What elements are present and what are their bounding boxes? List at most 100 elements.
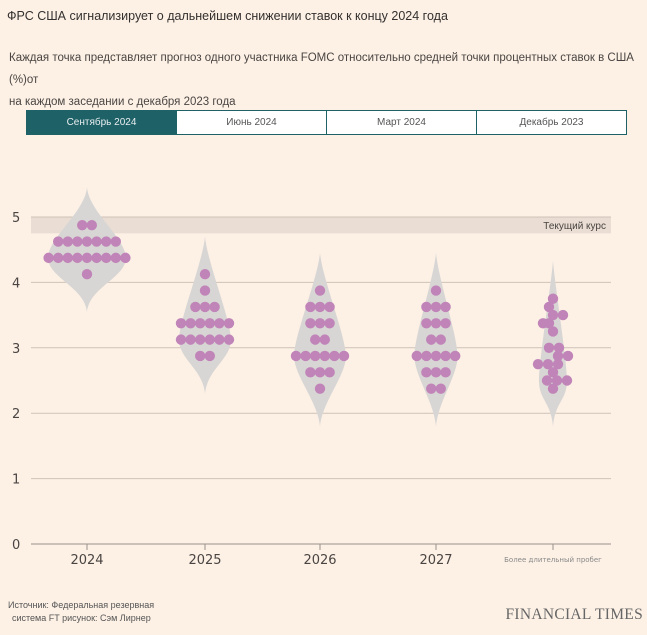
violin-Более длительный пробег [539, 260, 567, 427]
dot-2026 [324, 367, 335, 378]
dot-2024 [91, 252, 102, 264]
x-tick-label: 2027 [419, 553, 452, 568]
dot-2026 [324, 301, 335, 313]
dot-2025 [195, 334, 206, 345]
source-note: Источник: Федеральная резервная система … [8, 599, 154, 625]
dot-2026 [314, 301, 326, 313]
dot-2024 [72, 252, 83, 264]
dot-longer-run [543, 301, 555, 313]
dot-2024 [62, 236, 73, 247]
y-tick-label: 0 [12, 538, 20, 553]
dot-2025 [223, 334, 235, 345]
dot-longer-run [552, 350, 564, 362]
y-tick-label: 2 [12, 407, 20, 422]
dot-2024 [110, 252, 122, 264]
dot-2024 [110, 236, 122, 247]
dot-2025 [185, 318, 196, 329]
dot-2027 [450, 350, 461, 362]
dot-2025 [204, 318, 215, 329]
dot-2027 [430, 367, 442, 378]
dot-2027 [430, 301, 442, 313]
dot-longer-run [541, 375, 553, 386]
dot-longer-run [547, 326, 559, 337]
dot-2024 [86, 219, 98, 231]
dot-2024 [77, 219, 88, 231]
dot-longer-run [547, 383, 559, 394]
tab-march-2024[interactable]: Март 2024 [326, 111, 476, 134]
dot-longer-run [557, 309, 569, 321]
dot-2026 [324, 318, 335, 329]
dot-2026 [310, 350, 321, 362]
dot-2025 [204, 334, 215, 345]
dot-2026 [319, 334, 330, 345]
dot-2026 [314, 318, 326, 329]
dot-2027 [440, 318, 451, 329]
dot-2024 [53, 252, 64, 264]
dot-2026 [305, 318, 316, 329]
dot-2024 [120, 252, 131, 264]
dot-2026 [329, 350, 340, 362]
chart-title: ФРС США сигнализирует о дальнейшем сниже… [7, 9, 448, 23]
x-tick-label: Более длительный пробег [504, 556, 602, 564]
dot-longer-run [547, 309, 559, 321]
violin-2025 [179, 236, 231, 394]
tab-december-2023[interactable]: Декабрь 2023 [476, 111, 626, 134]
dot-2025 [195, 318, 206, 329]
dot-2027 [440, 367, 451, 378]
dot-2025 [195, 350, 206, 362]
dot-2024 [101, 252, 112, 264]
dot-2025 [204, 350, 215, 362]
dot-longer-run [543, 342, 555, 353]
x-tick-label: 2026 [303, 553, 336, 568]
y-tick-label: 1 [12, 473, 20, 488]
dot-2024 [81, 252, 93, 264]
dot-2026 [314, 285, 326, 296]
dot-longer-run [542, 358, 554, 370]
dot-longer-run [561, 375, 573, 386]
dot-longer-run [532, 358, 544, 370]
dot-2025 [209, 301, 220, 313]
dot-2024 [53, 236, 64, 247]
dot-2026 [305, 301, 316, 313]
dot-2026 [338, 350, 350, 362]
dot-2024 [62, 252, 73, 264]
source-line-2: система FT рисунок: Сэм Лирнер [12, 613, 151, 623]
dot-2026 [310, 334, 321, 345]
current-rate-band [31, 217, 611, 234]
dot-2027 [426, 383, 437, 394]
x-tick-label: 2024 [70, 553, 103, 568]
dot-2025 [199, 269, 211, 280]
y-tick-label: 3 [12, 342, 20, 357]
tab-june-2024[interactable]: Июнь 2024 [176, 111, 326, 134]
y-tick-label: 4 [12, 276, 20, 291]
dot-2026 [314, 383, 326, 394]
dot-2025 [223, 318, 235, 329]
dot-plot-chart: Текущий курс 0 1 2 3 4 5 2024 2025 2026 2027 Более … [12, 187, 611, 568]
current-rate-label: Текущий курс [543, 221, 606, 232]
dot-2025 [199, 285, 211, 296]
y-tick-label: 5 [12, 211, 20, 226]
dot-2027 [430, 285, 442, 296]
violin-2024 [48, 187, 126, 313]
dot-2027 [421, 318, 432, 329]
dot-2026 [290, 350, 302, 362]
dot-2025 [199, 301, 211, 313]
dot-2025 [175, 318, 187, 329]
dot-2024 [81, 236, 93, 247]
dot-longer-run [552, 358, 564, 370]
dot-longer-run [547, 293, 559, 304]
dot-2027 [440, 350, 451, 362]
dot-2025 [214, 334, 225, 345]
dot-2025 [175, 334, 187, 345]
chart-subtitle: Каждая точка представляет прогноз одного… [9, 47, 639, 113]
dot-2024 [101, 236, 112, 247]
dot-longer-run [543, 318, 555, 329]
dot-2027 [426, 334, 437, 345]
source-line-1: Источник: Федеральная резервная [8, 600, 155, 610]
subtitle-line-1: Каждая точка представляет прогноз одного… [9, 52, 634, 86]
dot-2024 [91, 236, 102, 247]
dot-2026 [314, 367, 326, 378]
dot-2024 [81, 269, 93, 280]
dot-longer-run [547, 367, 559, 378]
tab-september-2024[interactable]: Сентябрь 2024 [27, 111, 176, 134]
